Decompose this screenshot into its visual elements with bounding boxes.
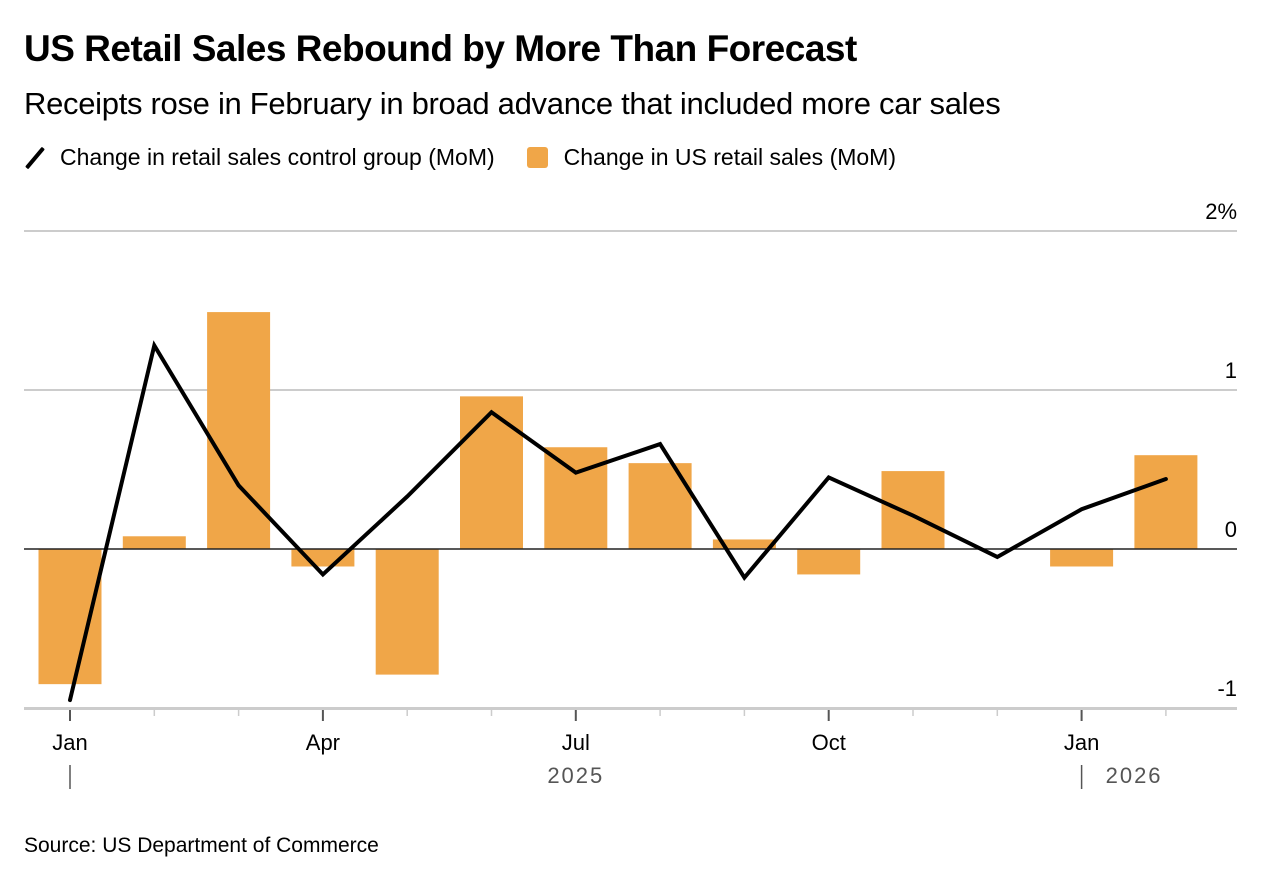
bar	[881, 471, 945, 549]
chart-subtitle: Receipts rose in February in broad advan…	[24, 86, 1001, 121]
legend-label-control-group: Change in retail sales control group (Mo…	[60, 144, 495, 170]
control-group-line	[68, 340, 1168, 703]
x-tick-label: Oct	[812, 730, 846, 755]
bar	[375, 549, 439, 675]
y-tick-label: 2%	[1205, 199, 1237, 224]
bar	[797, 549, 861, 575]
source-note: Source: US Department of Commerce	[24, 834, 379, 857]
y-tick-label: 1	[1225, 358, 1237, 383]
bar	[1050, 549, 1114, 567]
bar	[460, 396, 523, 549]
bar-swatch-icon	[526, 147, 548, 168]
bar	[712, 539, 776, 549]
bar	[1134, 455, 1198, 549]
x-tick-label: Apr	[306, 730, 340, 755]
year-label: 2026	[1106, 763, 1163, 788]
bar	[207, 312, 271, 549]
chart-title: US Retail Sales Rebound by More Than For…	[24, 28, 857, 69]
x-tick-label: Jul	[562, 730, 590, 755]
y-tick-label: 0	[1225, 517, 1237, 542]
x-tick-label: Jan	[52, 730, 87, 755]
legend-item-retail-sales: Change in US retail sales (MoM)	[526, 144, 896, 171]
bar	[544, 447, 608, 549]
y-tick-label: -1	[1217, 676, 1237, 701]
year-label: 2025	[547, 763, 604, 788]
bar	[122, 536, 186, 549]
bar	[38, 549, 102, 685]
chart-legend: Change in retail sales control group (Mo…	[24, 144, 928, 171]
legend-item-control-group: Change in retail sales control group (Mo…	[24, 144, 495, 171]
legend-label-retail-sales: Change in US retail sales (MoM)	[563, 144, 896, 170]
x-tick-label: Jan	[1064, 730, 1099, 755]
